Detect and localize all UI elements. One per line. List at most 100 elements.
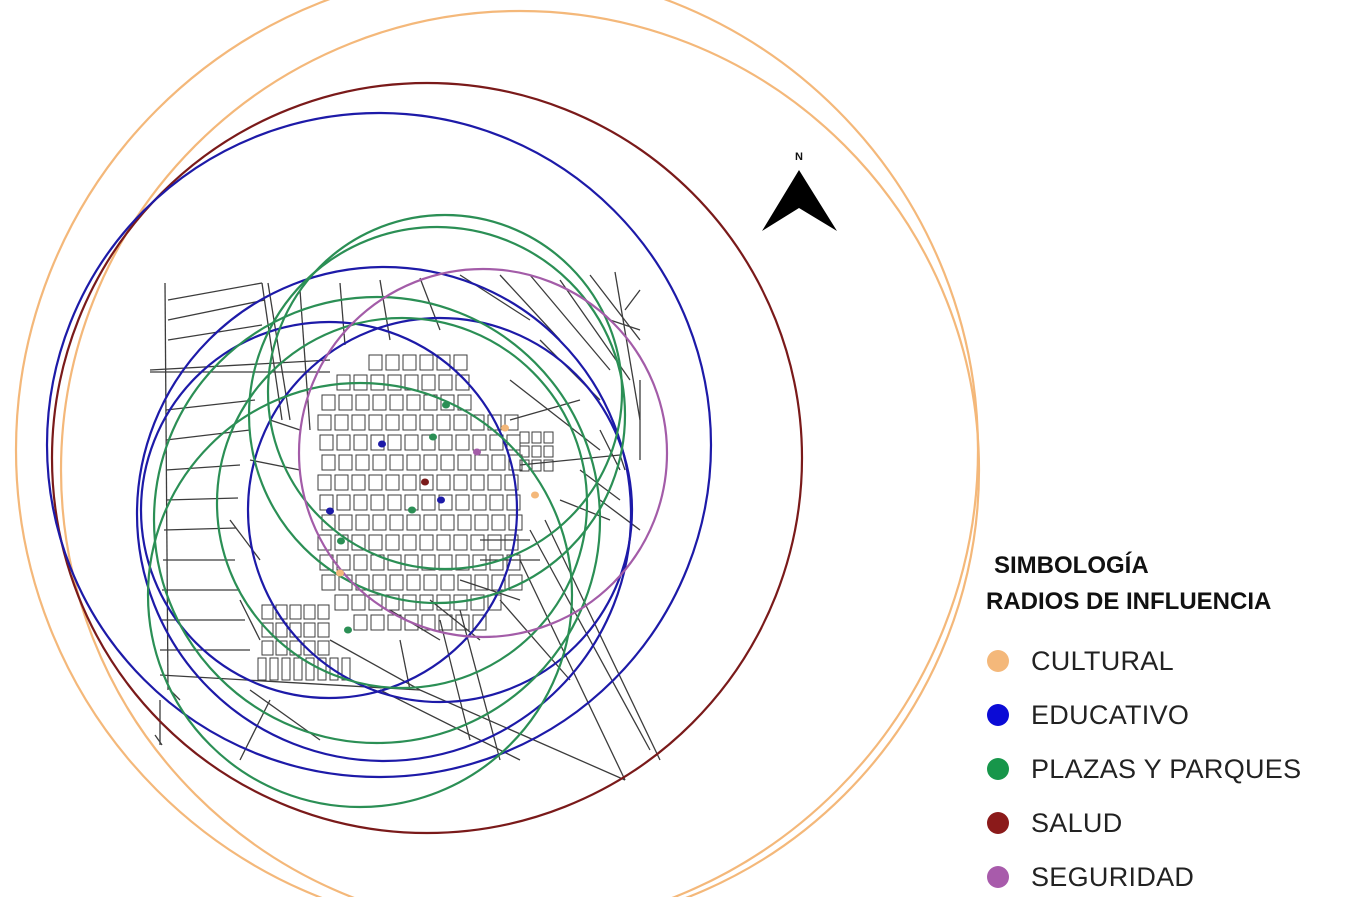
facility-marker-cultural <box>336 569 344 577</box>
urban-block <box>504 414 519 431</box>
urban-block <box>321 514 336 531</box>
urban-block <box>317 640 330 656</box>
urban-block <box>317 604 330 620</box>
street <box>459 609 501 761</box>
urban-block <box>406 454 421 471</box>
urban-block <box>336 434 351 451</box>
radius-circle-plazas <box>266 213 624 571</box>
facility-marker-plazas <box>429 433 437 441</box>
legend-item-plazas-y-parques: PLAZAS Y PARQUES <box>986 742 1348 796</box>
street <box>559 499 611 521</box>
urban-block <box>305 657 315 681</box>
urban-block <box>281 657 291 681</box>
legend-item-educativo: EDUCATIVO <box>986 688 1348 742</box>
urban-block <box>531 459 542 472</box>
urban-block <box>489 434 504 451</box>
urban-block <box>406 394 421 411</box>
urban-block <box>289 640 302 656</box>
urban-block <box>436 414 451 431</box>
street <box>399 639 411 691</box>
urban-block <box>317 474 332 491</box>
urban-block <box>402 474 417 491</box>
street <box>419 689 626 781</box>
urban-block <box>423 514 438 531</box>
urban-block <box>455 494 470 511</box>
legend-label: SEGURIDAD <box>1031 861 1195 892</box>
street <box>379 689 521 761</box>
urban-block <box>474 574 489 591</box>
urban-block <box>389 514 404 531</box>
urban-block <box>336 494 351 511</box>
urban-block <box>275 622 288 638</box>
urban-block <box>543 459 554 472</box>
urban-block <box>353 554 368 571</box>
urban-block <box>368 534 383 551</box>
urban-block <box>370 614 385 631</box>
urban-block <box>261 604 274 620</box>
street <box>529 529 651 751</box>
urban-block <box>421 494 436 511</box>
urban-block <box>487 534 502 551</box>
urban-block <box>368 354 383 371</box>
educativo-swatch-icon <box>987 704 1009 726</box>
street <box>519 454 621 466</box>
urban-block <box>351 594 366 611</box>
urban-block <box>472 614 487 631</box>
street <box>165 497 239 501</box>
urban-block <box>531 445 542 458</box>
urban-block <box>353 494 368 511</box>
street <box>624 289 641 311</box>
urban-block <box>387 494 402 511</box>
urban-block <box>423 574 438 591</box>
radius-circle-plazas <box>146 381 574 809</box>
urban-block <box>402 534 417 551</box>
urban-block <box>289 604 302 620</box>
street <box>239 699 271 761</box>
urban-block <box>317 622 330 638</box>
urban-block <box>487 474 502 491</box>
urban-block <box>455 554 470 571</box>
radius-circle-educativo <box>139 320 519 700</box>
street <box>249 459 301 471</box>
street <box>329 639 421 691</box>
urban-block <box>406 574 421 591</box>
street <box>529 274 611 371</box>
street <box>159 674 421 691</box>
legend-label: CULTURAL <box>1031 645 1174 676</box>
street <box>499 599 571 681</box>
urban-block <box>436 474 451 491</box>
urban-block <box>303 640 316 656</box>
urban-block <box>440 454 455 471</box>
urban-block <box>355 574 370 591</box>
street <box>299 289 311 431</box>
urban-block <box>334 474 349 491</box>
urban-block <box>338 514 353 531</box>
urban-block <box>419 414 434 431</box>
urban-block <box>372 574 387 591</box>
urban-block <box>329 657 339 681</box>
legend-label: PLAZAS Y PARQUES <box>1031 753 1302 784</box>
urban-block <box>472 434 487 451</box>
urban-block <box>336 554 351 571</box>
urban-block <box>321 394 336 411</box>
urban-block <box>334 594 349 611</box>
urban-block <box>368 594 383 611</box>
urban-block <box>421 434 436 451</box>
urban-block <box>421 614 436 631</box>
urban-block <box>474 454 489 471</box>
street <box>599 429 621 471</box>
urban-block <box>404 554 419 571</box>
urban-block <box>353 614 368 631</box>
urban-block <box>470 474 485 491</box>
urban-block <box>317 534 332 551</box>
street <box>167 282 263 301</box>
urban-block <box>385 594 400 611</box>
urban-block <box>504 474 519 491</box>
urban-block <box>269 657 279 681</box>
urban-block <box>372 454 387 471</box>
street <box>165 429 251 441</box>
facility-marker-plazas <box>442 401 450 409</box>
urban-block <box>543 445 554 458</box>
urban-block <box>531 431 542 444</box>
